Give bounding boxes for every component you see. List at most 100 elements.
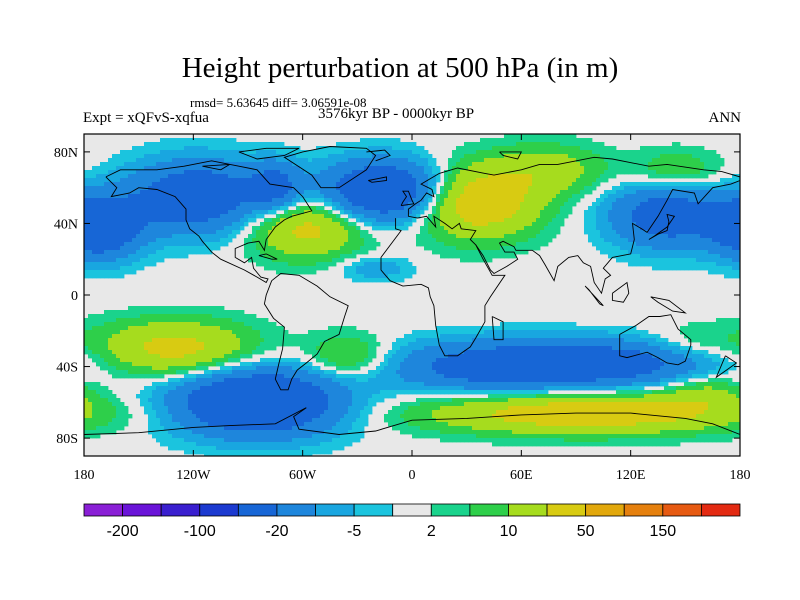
field-cell — [104, 170, 109, 175]
field-cell — [660, 254, 665, 259]
field-cell — [464, 166, 469, 171]
field-cell — [556, 182, 561, 187]
field-cell — [128, 210, 133, 215]
field-cell — [268, 154, 273, 159]
field-cell — [344, 242, 349, 247]
field-cell — [164, 214, 169, 219]
field-cell — [92, 322, 97, 327]
field-cell — [520, 138, 525, 143]
field-cell — [328, 218, 333, 223]
field-cell — [448, 206, 453, 211]
field-cell — [280, 266, 285, 271]
field-cell — [172, 318, 177, 323]
field-cell — [724, 206, 729, 211]
field-cell — [648, 202, 653, 207]
field-cell — [172, 206, 177, 211]
field-cell — [528, 158, 533, 163]
field-cell — [564, 190, 569, 195]
field-cell — [164, 226, 169, 231]
field-cell — [232, 150, 237, 155]
field-cell — [652, 214, 657, 219]
field-cell — [128, 242, 133, 247]
field-cell — [396, 278, 401, 283]
field-cell — [136, 254, 141, 259]
field-cell — [520, 326, 525, 331]
field-cell — [532, 178, 537, 183]
field-cell — [664, 202, 669, 207]
field-cell — [428, 238, 433, 243]
field-cell — [372, 154, 377, 159]
field-cell — [392, 150, 397, 155]
field-cell — [232, 138, 237, 143]
field-cell — [224, 194, 229, 199]
field-cell — [392, 258, 397, 263]
field-cell — [408, 274, 413, 279]
field-cell — [352, 162, 357, 167]
field-cell — [672, 182, 677, 187]
field-cell — [160, 222, 165, 227]
field-cell — [468, 194, 473, 199]
field-cell — [460, 246, 465, 251]
field-cell — [140, 166, 145, 171]
field-cell — [464, 234, 469, 239]
field-cell — [548, 238, 553, 243]
field-cell — [276, 194, 281, 199]
field-cell — [548, 194, 553, 199]
field-cell — [588, 146, 593, 151]
field-cell — [260, 250, 265, 255]
field-cell — [280, 250, 285, 255]
field-cell — [324, 222, 329, 227]
field-cell — [596, 142, 601, 147]
field-cell — [420, 162, 425, 167]
field-cell — [540, 138, 545, 143]
field-cell — [456, 210, 461, 215]
field-cell — [640, 238, 645, 243]
field-cell — [364, 154, 369, 159]
field-cell — [116, 206, 121, 211]
field-cell — [220, 234, 225, 239]
field-cell — [140, 322, 145, 327]
field-cell — [124, 254, 129, 259]
field-cell — [252, 242, 257, 247]
field-cell — [672, 242, 677, 247]
field-cell — [680, 206, 685, 211]
field-cell — [524, 234, 529, 239]
field-cell — [104, 214, 109, 219]
field-cell — [132, 270, 137, 275]
field-cell — [208, 202, 213, 207]
field-cell — [708, 254, 713, 259]
field-cell — [152, 186, 157, 191]
field-cell — [256, 230, 261, 235]
field-cell — [416, 206, 421, 211]
field-cell — [432, 238, 437, 243]
field-cell — [136, 238, 141, 243]
field-cell — [372, 158, 377, 163]
field-cell — [700, 214, 705, 219]
field-cell — [252, 246, 257, 251]
field-cell — [632, 194, 637, 199]
field-cell — [700, 186, 705, 191]
field-cell — [416, 190, 421, 195]
field-cell — [680, 246, 685, 251]
field-cell — [504, 230, 509, 235]
field-cell — [168, 242, 173, 247]
field-cell — [700, 238, 705, 243]
field-cell — [572, 186, 577, 191]
field-cell — [324, 166, 329, 171]
field-cell — [208, 186, 213, 191]
field-cell — [256, 234, 261, 239]
field-cell — [356, 266, 361, 271]
field-cell — [192, 138, 197, 143]
field-cell — [256, 182, 261, 187]
field-cell — [548, 222, 553, 227]
field-cell — [240, 166, 245, 171]
field-cell — [684, 182, 689, 187]
field-cell — [264, 162, 269, 167]
field-cell — [636, 170, 641, 175]
field-cell — [356, 210, 361, 215]
field-cell — [284, 238, 289, 243]
field-cell — [352, 198, 357, 203]
field-cell — [92, 214, 97, 219]
field-cell — [132, 146, 137, 151]
field-cell — [236, 214, 241, 219]
